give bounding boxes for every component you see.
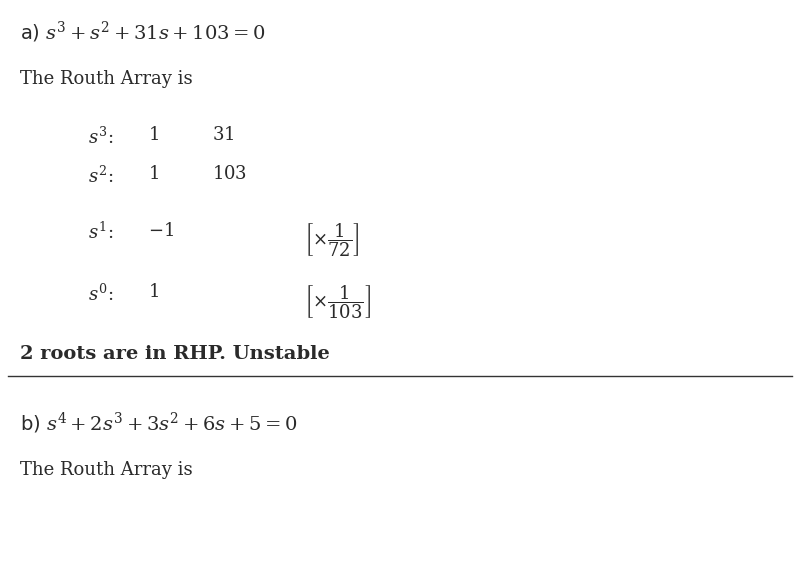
Text: $31$: $31$ (212, 126, 234, 144)
Text: $s^0\!:$: $s^0\!:$ (88, 283, 114, 305)
Text: $1$: $1$ (148, 126, 159, 144)
Text: $\left[\times\dfrac{1}{103}\right]$: $\left[\times\dfrac{1}{103}\right]$ (304, 283, 371, 321)
Text: $1$: $1$ (148, 165, 159, 183)
Text: $s^1\!:$: $s^1\!:$ (88, 222, 114, 243)
Text: $\left[\times\dfrac{1}{72}\right]$: $\left[\times\dfrac{1}{72}\right]$ (304, 222, 359, 259)
Text: $-1$: $-1$ (148, 222, 174, 240)
Text: 2 roots are in RHP. Unstable: 2 roots are in RHP. Unstable (20, 345, 330, 363)
Text: b) $s^4+2s^3+3s^2+6s+5=0$: b) $s^4+2s^3+3s^2+6s+5=0$ (20, 411, 298, 436)
Text: a) $s^3+s^2+31s+103=0$: a) $s^3+s^2+31s+103=0$ (20, 20, 266, 45)
Text: $s^2\!:$: $s^2\!:$ (88, 165, 114, 187)
Text: $s^3\!:$: $s^3\!:$ (88, 126, 114, 148)
Text: $103$: $103$ (212, 165, 247, 183)
Text: The Routh Array is: The Routh Array is (20, 461, 193, 479)
Text: $1$: $1$ (148, 283, 159, 301)
Text: The Routh Array is: The Routh Array is (20, 70, 193, 88)
